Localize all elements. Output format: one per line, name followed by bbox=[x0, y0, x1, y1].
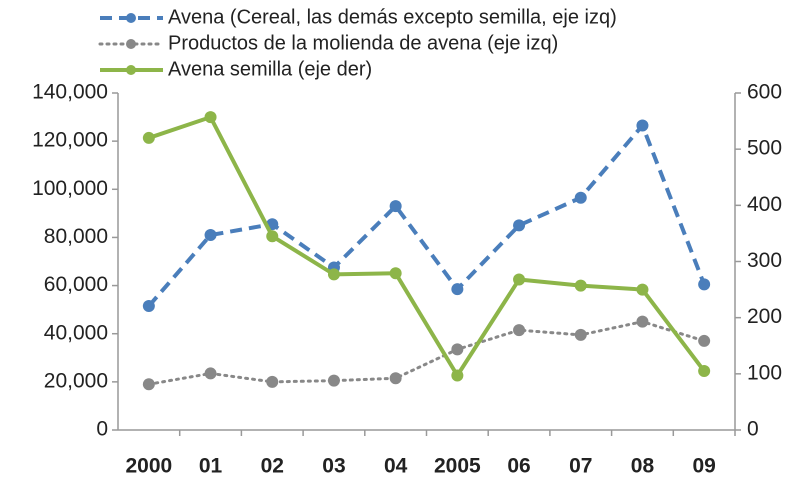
legend-marker bbox=[126, 13, 136, 23]
data-point bbox=[389, 372, 402, 385]
y2-tick-label: 300 bbox=[747, 249, 782, 272]
data-point bbox=[636, 315, 649, 328]
legend-marker bbox=[126, 39, 136, 49]
y-tick-label: 40,000 bbox=[44, 321, 108, 344]
data-point bbox=[204, 111, 217, 124]
data-point bbox=[266, 230, 279, 243]
data-point bbox=[142, 378, 155, 391]
x-tick-label: 06 bbox=[507, 455, 530, 478]
data-point bbox=[513, 219, 526, 232]
x-tick-label: 08 bbox=[631, 455, 655, 478]
y2-tick-label: 400 bbox=[747, 193, 782, 216]
y2-tick-label: 0 bbox=[747, 418, 759, 441]
data-point bbox=[142, 300, 155, 313]
x-tick-label: 04 bbox=[384, 455, 408, 478]
y-tick-label: 120,000 bbox=[32, 129, 108, 152]
data-point bbox=[574, 191, 587, 204]
legend-label: Productos de la molienda de avena (eje i… bbox=[168, 32, 558, 54]
y-tick-label: 60,000 bbox=[44, 273, 108, 296]
x-tick-label: 03 bbox=[322, 455, 345, 478]
data-point bbox=[389, 267, 402, 280]
y-tick-label: 140,000 bbox=[32, 81, 108, 104]
x-tick-label: 2000 bbox=[125, 455, 172, 478]
y2-tick-label: 100 bbox=[747, 361, 782, 384]
legend-label: Avena semilla (eje der) bbox=[168, 58, 372, 80]
y2-tick-label: 600 bbox=[747, 81, 782, 104]
data-point bbox=[389, 200, 402, 213]
y-tick-label: 100,000 bbox=[32, 177, 108, 200]
series-line bbox=[148, 114, 706, 380]
data-point bbox=[204, 229, 217, 242]
data-point bbox=[513, 324, 526, 337]
x-tick-label: 09 bbox=[692, 455, 715, 478]
data-point bbox=[698, 365, 711, 378]
series-line bbox=[147, 121, 707, 308]
x-tick-label: 02 bbox=[261, 455, 284, 478]
data-point bbox=[513, 273, 526, 286]
y-tick-label: 0 bbox=[96, 418, 108, 441]
data-point bbox=[204, 367, 217, 380]
data-point bbox=[142, 131, 155, 144]
data-point bbox=[451, 283, 464, 296]
data-point bbox=[266, 375, 279, 388]
data-point bbox=[451, 369, 464, 382]
data-point bbox=[327, 268, 340, 281]
data-point bbox=[451, 343, 464, 356]
legend-marker bbox=[126, 65, 136, 75]
x-tick-label: 2005 bbox=[434, 455, 481, 478]
data-point bbox=[636, 283, 649, 296]
data-point bbox=[574, 279, 587, 292]
legend-label: Avena (Cereal, las demás excepto semilla… bbox=[168, 6, 617, 28]
data-point bbox=[327, 374, 340, 387]
y2-tick-label: 200 bbox=[747, 305, 782, 328]
x-tick-label: 01 bbox=[199, 455, 223, 478]
y-tick-label: 20,000 bbox=[44, 369, 108, 392]
y-tick-label: 80,000 bbox=[44, 225, 108, 248]
data-point bbox=[698, 334, 711, 347]
y2-tick-label: 500 bbox=[747, 137, 782, 160]
series-line bbox=[147, 320, 706, 386]
x-tick-label: 07 bbox=[569, 455, 592, 478]
data-point bbox=[636, 119, 649, 132]
data-point bbox=[698, 278, 711, 291]
data-point bbox=[574, 328, 587, 341]
